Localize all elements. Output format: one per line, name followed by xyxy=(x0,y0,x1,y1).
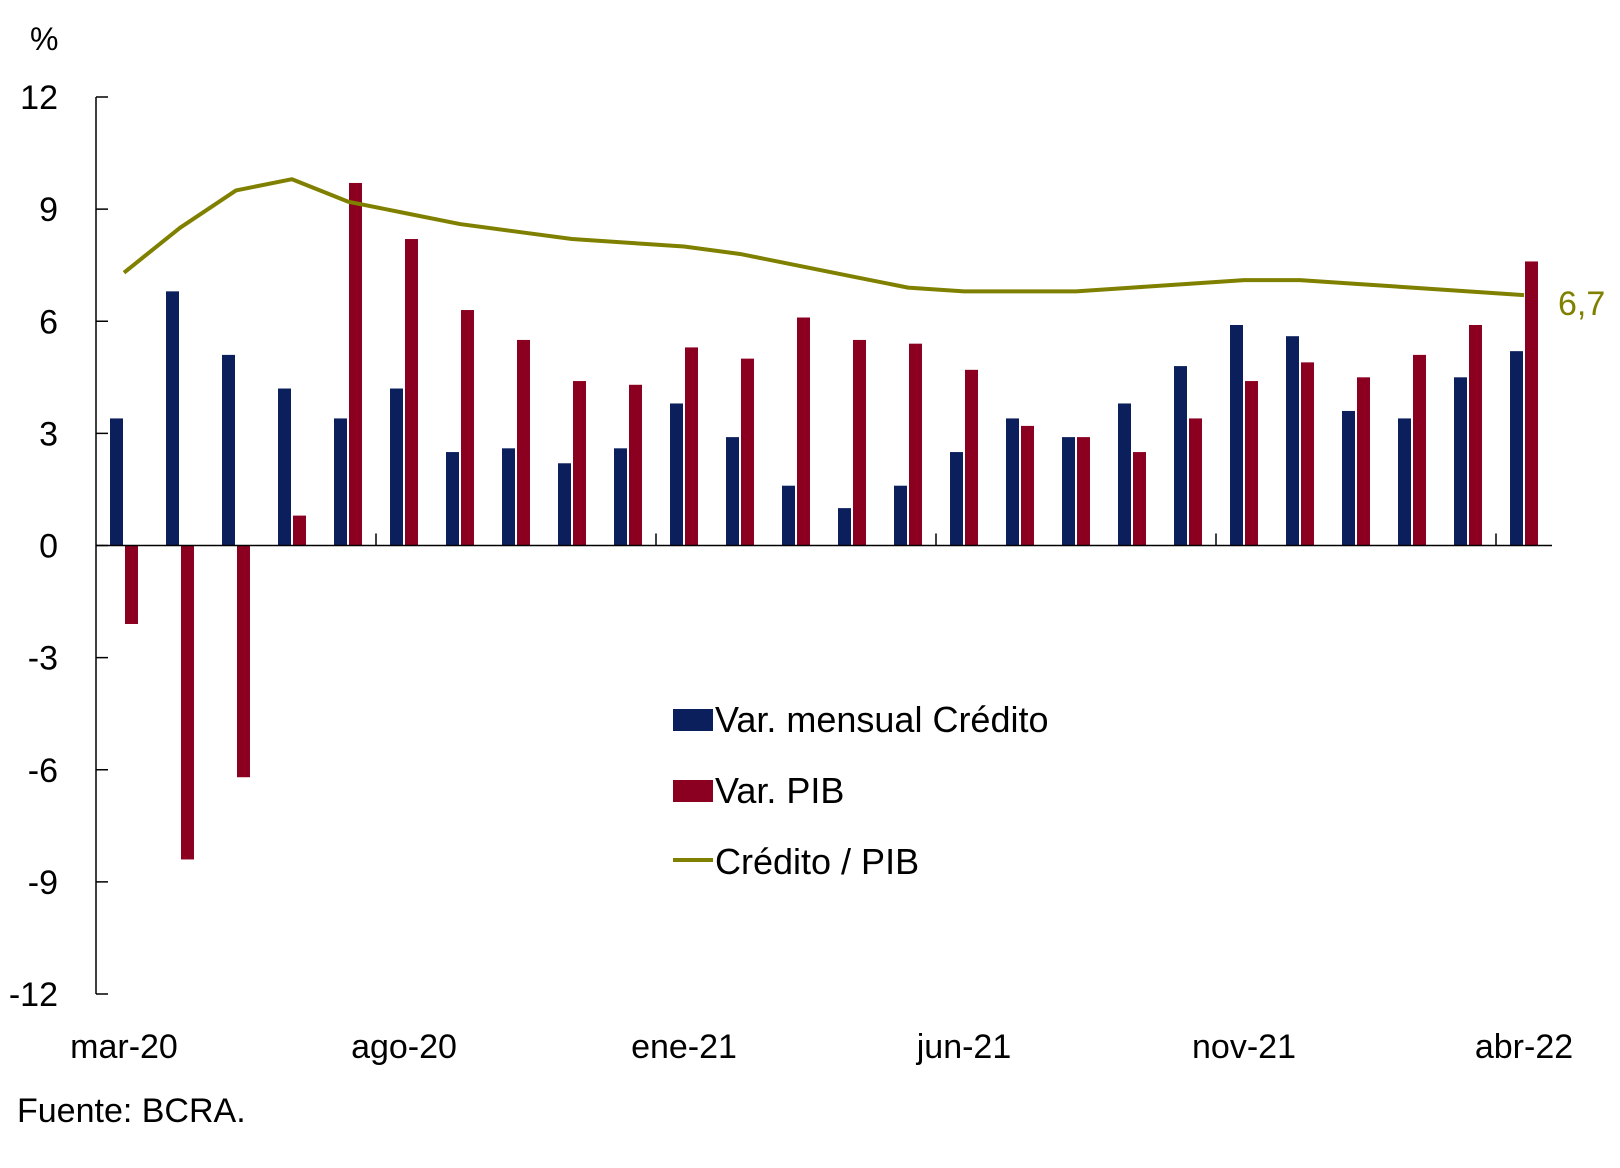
y-axis-unit-label: % xyxy=(30,21,58,57)
bar-credito xyxy=(390,389,403,546)
y-tick-label: 3 xyxy=(39,415,58,453)
bar-credito xyxy=(502,448,515,545)
y-tick-label: -6 xyxy=(28,752,58,790)
y-tick-label: 12 xyxy=(20,79,58,117)
x-tick-label: nov-21 xyxy=(1192,1028,1296,1066)
bar-credito xyxy=(1342,411,1355,546)
bar-pib xyxy=(293,516,306,546)
bar-pib xyxy=(1021,426,1034,546)
x-tick-label: ago-20 xyxy=(351,1028,457,1066)
bar-pib xyxy=(1413,355,1426,546)
bar-credito xyxy=(1174,366,1187,545)
x-tick-label: abr-22 xyxy=(1475,1028,1573,1066)
bar-credito xyxy=(222,355,235,546)
bar-pib xyxy=(517,340,530,546)
bar-pib xyxy=(1357,377,1370,545)
bar-pib xyxy=(1301,362,1314,545)
bar-pib xyxy=(1189,418,1202,545)
bar-pib xyxy=(405,239,418,545)
bar-pib xyxy=(909,344,922,546)
bar-pib xyxy=(685,347,698,545)
bar-pib xyxy=(629,385,642,546)
y-tick-label: -9 xyxy=(28,864,58,902)
bar-pib xyxy=(125,546,138,624)
bar-credito xyxy=(614,448,627,545)
bar-credito xyxy=(1230,325,1243,546)
bar-pib xyxy=(1525,261,1538,545)
legend-swatch-pib xyxy=(673,780,713,802)
bar-pib xyxy=(573,381,586,545)
bar-pib xyxy=(1133,452,1146,545)
x-tick-label: mar-20 xyxy=(70,1028,178,1066)
bar-credito xyxy=(894,486,907,546)
y-tick-label: 0 xyxy=(39,528,58,566)
bar-credito xyxy=(782,486,795,546)
bar-credito xyxy=(1454,377,1467,545)
bar-credito xyxy=(1006,418,1019,545)
bar-pib xyxy=(461,310,474,545)
y-tick-label: -3 xyxy=(28,640,58,678)
y-axis: 12 9 6 3 0 -3 -6 -9 -12 xyxy=(9,79,108,1014)
bar-pib xyxy=(349,183,362,546)
bar-credito xyxy=(726,437,739,545)
y-tick-label: -12 xyxy=(9,976,58,1014)
bar-credito xyxy=(1398,418,1411,545)
line-credito-pib xyxy=(124,179,1524,295)
bar-credito xyxy=(1062,437,1075,545)
bar-credito xyxy=(1118,403,1131,545)
legend-label-ratio: Crédito / PIB xyxy=(715,841,919,882)
legend-label-pib: Var. PIB xyxy=(715,770,844,811)
bar-credito xyxy=(558,463,571,545)
bar-credito xyxy=(670,403,683,545)
last-value-annotation: 6,7 xyxy=(1558,285,1605,323)
source-note: Fuente: BCRA. xyxy=(17,1092,246,1130)
bar-credito xyxy=(446,452,459,545)
bar-credito xyxy=(278,389,291,546)
bar-pib xyxy=(965,370,978,546)
y-tick-label: 6 xyxy=(39,303,58,341)
legend-label-credito: Var. mensual Crédito xyxy=(715,699,1049,740)
bar-pib xyxy=(237,546,250,778)
bar-pib xyxy=(1077,437,1090,545)
bar-pib xyxy=(1469,325,1482,546)
bar-credito xyxy=(1286,336,1299,545)
bar-pib xyxy=(741,359,754,546)
bars xyxy=(110,183,1538,859)
bar-pib xyxy=(1245,381,1258,545)
bar-pib xyxy=(181,546,194,860)
legend-swatch-credito xyxy=(673,709,713,731)
y-tick-label: 9 xyxy=(39,191,58,229)
bar-credito xyxy=(166,291,179,545)
x-tick-label: jun-21 xyxy=(916,1028,1012,1066)
bar-pib xyxy=(797,318,810,546)
bar-credito xyxy=(110,418,123,545)
bar-credito xyxy=(334,418,347,545)
bar-credito xyxy=(838,508,851,545)
line-series xyxy=(124,179,1524,295)
bar-credito xyxy=(950,452,963,545)
legend: Var. mensual Crédito Var. PIB Crédito / … xyxy=(673,699,1049,882)
bar-credito xyxy=(1510,351,1523,545)
bar-pib xyxy=(853,340,866,546)
x-tick-label: ene-21 xyxy=(631,1028,737,1066)
